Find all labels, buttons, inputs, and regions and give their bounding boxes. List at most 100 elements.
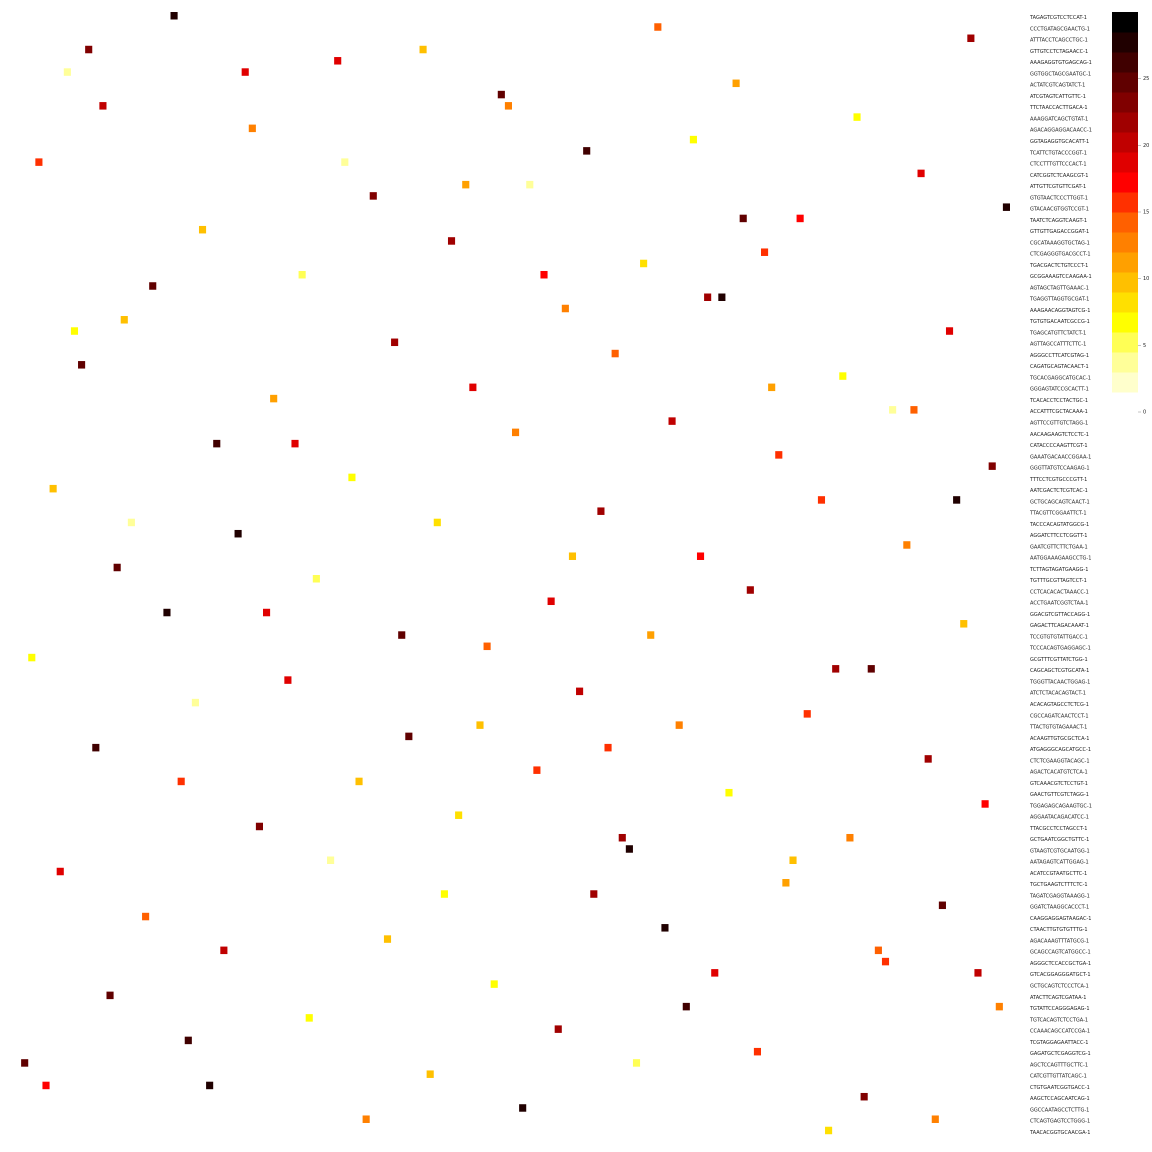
row-label: TGGGTTACAACTGGAG-1 [1029,679,1090,685]
cell [590,890,598,898]
row-label: CCTCACACACTAAACC-1 [1030,589,1089,595]
cell [874,946,882,955]
cell [191,698,199,707]
row-label: TGCACGAGGCATGCAC-1 [1029,375,1091,381]
row-label: ACCATTTCGCTACAAA-1 [1030,409,1088,415]
row-label: TAGAGTCGTCCTCCAT-1 [1029,15,1087,21]
cell [248,124,256,133]
cell [398,631,406,639]
row-label: TAACACGGTGCAACGA-1 [1029,1130,1090,1136]
cell [867,665,875,673]
row-label: AATCGACTCTCGTCAC-1 [1030,488,1088,494]
cell [106,991,114,1000]
cell [817,496,826,504]
cell [846,833,854,842]
row-label: TAGATCGAGGTAAAGG-1 [1029,893,1090,899]
row-label: AGGAATACAGACATCC-1 [1030,815,1089,821]
cell [725,788,733,797]
row-label: TTTCCTCGTGCCCGTT-1 [1029,477,1087,483]
cell [127,518,135,527]
cell [220,946,228,955]
row-label: AGTAGCTAGTTGAAAC-1 [1030,285,1089,291]
row-label: ATTTACCTCAGCCTGC-1 [1030,38,1088,44]
row-label: ATCGTAGTCATTGTTC-1 [1030,94,1086,100]
cell [426,1070,434,1078]
cell [583,147,591,155]
colorbar-step [1112,72,1138,93]
cell [704,293,712,301]
row-label: CTCCTTTGTTCCCACT-1 [1030,162,1087,168]
row-label: AGACAGGAGGACAACC-1 [1030,128,1092,134]
cell [625,845,633,853]
cell [931,1115,939,1123]
row-label: GCTGAATCGGCTGTTC-1 [1030,837,1089,843]
cell [768,383,776,392]
row-label: ATGAGGGCAGCATGCC-1 [1030,747,1091,753]
row-label: CAGCAGCTCGTGCATA-1 [1030,668,1089,674]
colorbar-tick-label: 5 [1143,343,1146,349]
row-label: GAAATGACAACCGGAA-1 [1030,454,1091,460]
row-label: TCCCACAGTGAGGAGC-1 [1029,646,1091,652]
row-label: CTCGAGGGTGACGCCT-1 [1030,252,1091,258]
cell [405,732,413,741]
row-label: CATACCCCAAGTTCGT-1 [1030,443,1088,449]
row-label: GAGACTTCAGACAAAT-1 [1030,623,1089,629]
row-label: TGTGTGACAATCGCCG-1 [1029,319,1090,325]
cell [547,597,555,606]
row-label: CGCATAAAGGTGCTAG-1 [1030,240,1090,246]
cell [35,158,43,166]
cell [576,687,584,696]
row-label: GTTGTTGAGACCGGAT-1 [1030,229,1089,235]
cell [198,225,207,234]
row-label: TTACGTTCGGAATTCT-1 [1029,511,1087,517]
row-label: ACCTGAATCGGTCTAA-1 [1030,601,1088,607]
cell [177,777,185,786]
cell [995,1002,1003,1011]
cell [327,856,335,864]
cell [974,969,982,977]
cell [661,924,669,932]
row-label: ACAAGTTGTGCGCTCA-1 [1030,736,1089,742]
cell [455,811,463,819]
row-label: TGTTTGCGTTAGTCCT-1 [1029,578,1087,584]
row-label: GAACTGTTCGTCTAGG-1 [1030,792,1089,798]
cell [369,192,377,200]
cell [618,833,626,842]
cell [476,721,484,729]
row-label: GGCCAATAGCCTCTTG-1 [1030,1107,1089,1113]
row-label: GTACAACGTGGTCCGT-1 [1030,207,1089,213]
cell [561,304,569,313]
cell [206,1081,214,1090]
row-label: CGCCAGATCAACTCCT-1 [1030,713,1089,719]
cell [113,563,121,572]
cell [597,507,605,515]
cell [78,361,86,369]
cell [568,552,577,560]
row-label: TTACGCCTCCTAGCCT-1 [1029,826,1088,832]
colorbar-tick-label: 25 [1143,76,1149,82]
row-label: TAATCTCAGGTCAAGT-1 [1029,218,1087,224]
row-label: AAAGAACAGGTAGTCG-1 [1030,308,1090,314]
row-label: CATCGTTGTTATCAGC-1 [1030,1074,1087,1080]
row-label: GAGATGCTCGAGGTCG-1 [1030,1051,1091,1057]
colorbar-step [1112,272,1138,293]
cell [668,417,676,425]
cell [689,135,697,144]
row-label: ATCTCTACACAGTACT-1 [1030,691,1086,697]
cell [832,665,840,673]
row-label: AGGATCTTCCTCGGTT-1 [1030,533,1087,539]
cell [519,1104,527,1112]
row-label: CAAGGAGGAGTAAGAC-1 [1030,916,1091,922]
cell [924,755,932,763]
cell [910,406,918,414]
cell [647,631,655,639]
colorbar-step [1112,252,1138,273]
colorbar-step [1112,332,1138,353]
cell [291,439,299,448]
row-label: TGAGCATGTTCTATCT-1 [1029,330,1086,336]
cell [348,473,356,482]
cell [938,901,946,910]
cell [981,800,989,808]
cell [362,1115,370,1123]
cell [604,743,612,752]
